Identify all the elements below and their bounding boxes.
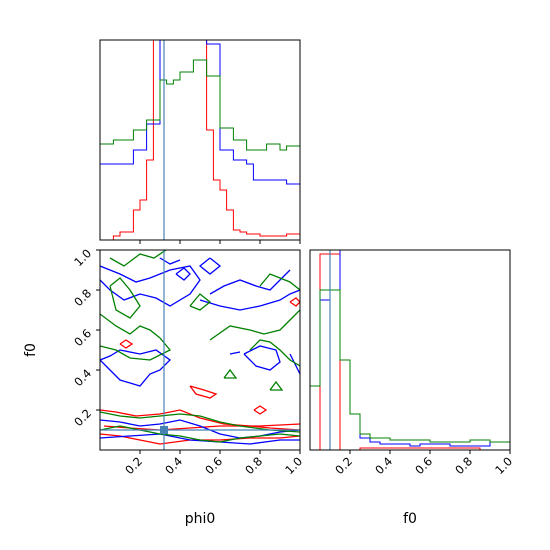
contour-green <box>189 293 212 311</box>
contour-red <box>119 339 134 349</box>
f0-histogram-panel: 0.2 0.4 0.6 0.8 1.0 f0 <box>309 249 515 527</box>
contour-blue <box>243 345 281 371</box>
f0-y-tick-label: 1.0 <box>71 246 94 269</box>
contour-green <box>109 250 167 267</box>
phi0-histogram-ticks <box>139 240 301 244</box>
phi0-f0-contour-panel: 0.2 0.4 0.6 0.8 1.0 0.2 0.4 0.6 0.8 1.0 phi0 f0 <box>23 246 305 527</box>
phi0-histogram-frame <box>99 39 301 241</box>
contour-green <box>100 425 300 443</box>
f0-histogram-blue <box>310 250 510 450</box>
y-axis-label-f0: f0 <box>23 343 39 357</box>
f0-histogram-ticks: 0.2 0.4 0.6 0.8 1.0 <box>332 450 515 477</box>
contour-blue <box>175 267 191 281</box>
contour-green <box>109 277 141 319</box>
x-axis-label-phi0: phi0 <box>185 511 216 527</box>
f0-histogram-frame <box>309 249 511 451</box>
phi0-histogram-series-group <box>100 40 300 240</box>
contour-blue <box>159 257 181 265</box>
f0-y-tick-label: 0.6 <box>71 326 94 349</box>
contour-blue <box>229 351 241 355</box>
contour-green <box>269 380 284 391</box>
phi0-x-tick-label: 0.2 <box>122 454 145 477</box>
truth-marker <box>160 426 168 434</box>
contour-green <box>249 339 300 367</box>
f0-x-tick-label: 0.6 <box>412 454 435 477</box>
contour-green <box>223 368 238 379</box>
phi0-histogram-blue <box>100 40 300 240</box>
contour-blue <box>209 269 291 295</box>
f0-histogram-green <box>310 289 510 450</box>
phi0-x-tick-label: 0.8 <box>242 454 265 477</box>
contour-green <box>259 273 300 291</box>
contour-blue <box>199 289 300 311</box>
contour-blue <box>198 257 222 275</box>
f0-y-tick-label: 0.2 <box>71 406 94 429</box>
contour-blue <box>100 419 300 439</box>
f0-y-tick-label: 0.4 <box>71 366 94 389</box>
phi0-x-tick-label: 0.4 <box>162 454 185 477</box>
phi0-histogram-red <box>100 40 300 240</box>
x-axis-label-f0: f0 <box>403 511 417 527</box>
contour-ticks: 0.2 0.4 0.6 0.8 1.0 0.2 0.4 0.6 0.8 1.0 <box>71 246 305 477</box>
f0-x-tick-label: 0.8 <box>452 454 475 477</box>
phi0-x-tick-label: 0.6 <box>202 454 225 477</box>
contour-red <box>100 409 300 431</box>
contour-frame <box>99 249 301 451</box>
phi0-histogram-green <box>100 59 300 240</box>
contour-green <box>100 411 300 433</box>
contour-green <box>209 309 300 341</box>
contour-red <box>289 297 300 307</box>
contour-red <box>253 405 268 415</box>
phi0-x-tick-label: 1.0 <box>282 454 305 477</box>
contour-blue <box>100 265 201 307</box>
f0-x-tick-label: 1.0 <box>492 454 515 477</box>
contour-red <box>189 385 218 399</box>
contour-blue <box>289 353 300 375</box>
phi0-histogram-panel <box>99 39 301 244</box>
f0-x-tick-label: 0.4 <box>372 454 395 477</box>
f0-histogram-series-group <box>310 250 510 450</box>
f0-x-tick-label: 0.2 <box>332 454 355 477</box>
f0-y-tick-label: 0.8 <box>71 286 94 309</box>
contour-green <box>100 313 172 361</box>
contour-lines-group <box>100 250 300 445</box>
